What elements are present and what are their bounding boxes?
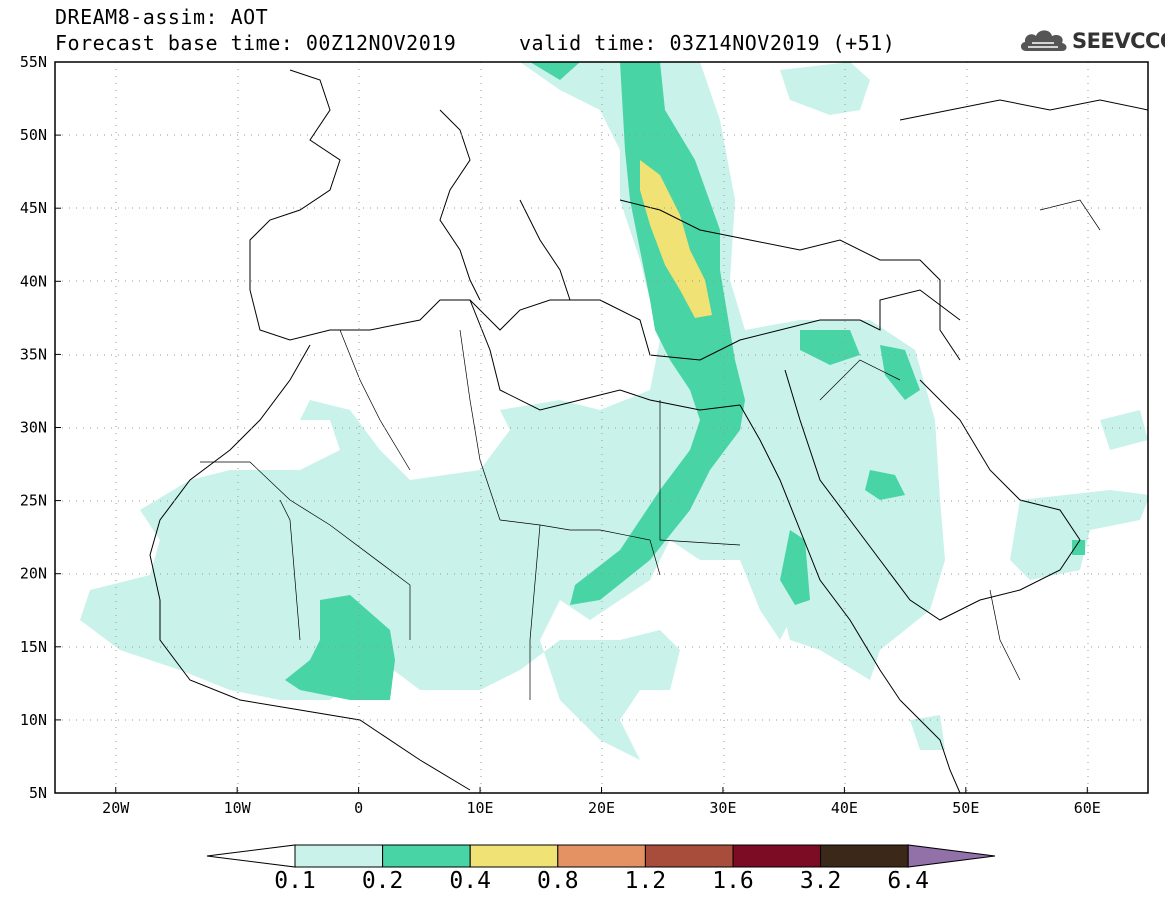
- cloud-icon: [1020, 30, 1067, 51]
- lon-tick-label: 60E: [1074, 799, 1101, 817]
- lat-tick-label: 10N: [20, 711, 47, 729]
- logo-text: SEEVCCC: [1072, 29, 1165, 53]
- colorbar-level-label: 0.2: [361, 868, 404, 894]
- colorbar-box: [820, 844, 909, 868]
- colorbar-box: [469, 844, 559, 868]
- lon-tick-label: 20W: [102, 799, 130, 817]
- lat-tick-label: 5N: [29, 784, 47, 802]
- grid: [55, 62, 1148, 793]
- lat-tick-label: 20N: [20, 565, 47, 583]
- colorbar-box: [557, 844, 646, 868]
- colorbar-over-arrow: [907, 844, 996, 868]
- seevccc-logo: SEEVCCC: [1018, 26, 1165, 56]
- colorbar-level-label: 6.4: [887, 868, 929, 894]
- lon-tick-label: 10E: [467, 799, 494, 817]
- lat-tick-label: 50N: [20, 126, 47, 144]
- lat-tick-label: 15N: [20, 638, 47, 656]
- colorbar-under-arrow: [206, 844, 296, 868]
- chart-subtitle: Forecast base time: 00Z12NOV2019 valid t…: [55, 31, 896, 55]
- coastlines: [149, 69, 1148, 793]
- colorbar-box: [644, 844, 734, 868]
- colorbar-box: [294, 844, 384, 868]
- colorbar-level-label: 0.4: [449, 868, 491, 894]
- aot-high-contours: [640, 160, 712, 318]
- lat-tick-label: 25N: [20, 492, 47, 510]
- colorbar-level-label: 0.8: [537, 868, 579, 894]
- colorbar-level-label: 0.1: [274, 868, 316, 894]
- lat-tick-label: 45N: [20, 199, 47, 217]
- colorbar-box: [732, 844, 822, 868]
- lon-tick-label: 20E: [588, 799, 615, 817]
- lon-tick-label: 50E: [952, 799, 979, 817]
- lon-tick-label: 30E: [709, 799, 736, 817]
- lon-tick-label: 40E: [831, 799, 858, 817]
- lat-tick-label: 30N: [20, 419, 47, 437]
- colorbar-level-label: 1.2: [624, 868, 667, 894]
- lon-tick-label: 0: [354, 799, 363, 817]
- chart-title: DREAM8-assim: AOT: [55, 5, 269, 29]
- colorbar-level-label: 1.6: [712, 868, 754, 894]
- lat-tick-label: 55N: [20, 53, 47, 71]
- colorbar-box: [382, 844, 471, 868]
- aot-field: [80, 62, 1148, 760]
- colorbar-level-label: 3.2: [799, 868, 842, 894]
- lat-tick-label: 40N: [20, 272, 47, 290]
- lon-tick-label: 10W: [224, 799, 252, 817]
- aot-medium-contours: [285, 62, 1085, 700]
- longitude-axis: 20W 10W 0 10E 20E 30E 40E 50E 60E: [102, 787, 1101, 817]
- latitude-axis: 55N 50N 45N 40N 35N 30N 25N 20N 15N 10N 5N: [20, 53, 61, 802]
- lat-tick-label: 35N: [20, 345, 47, 363]
